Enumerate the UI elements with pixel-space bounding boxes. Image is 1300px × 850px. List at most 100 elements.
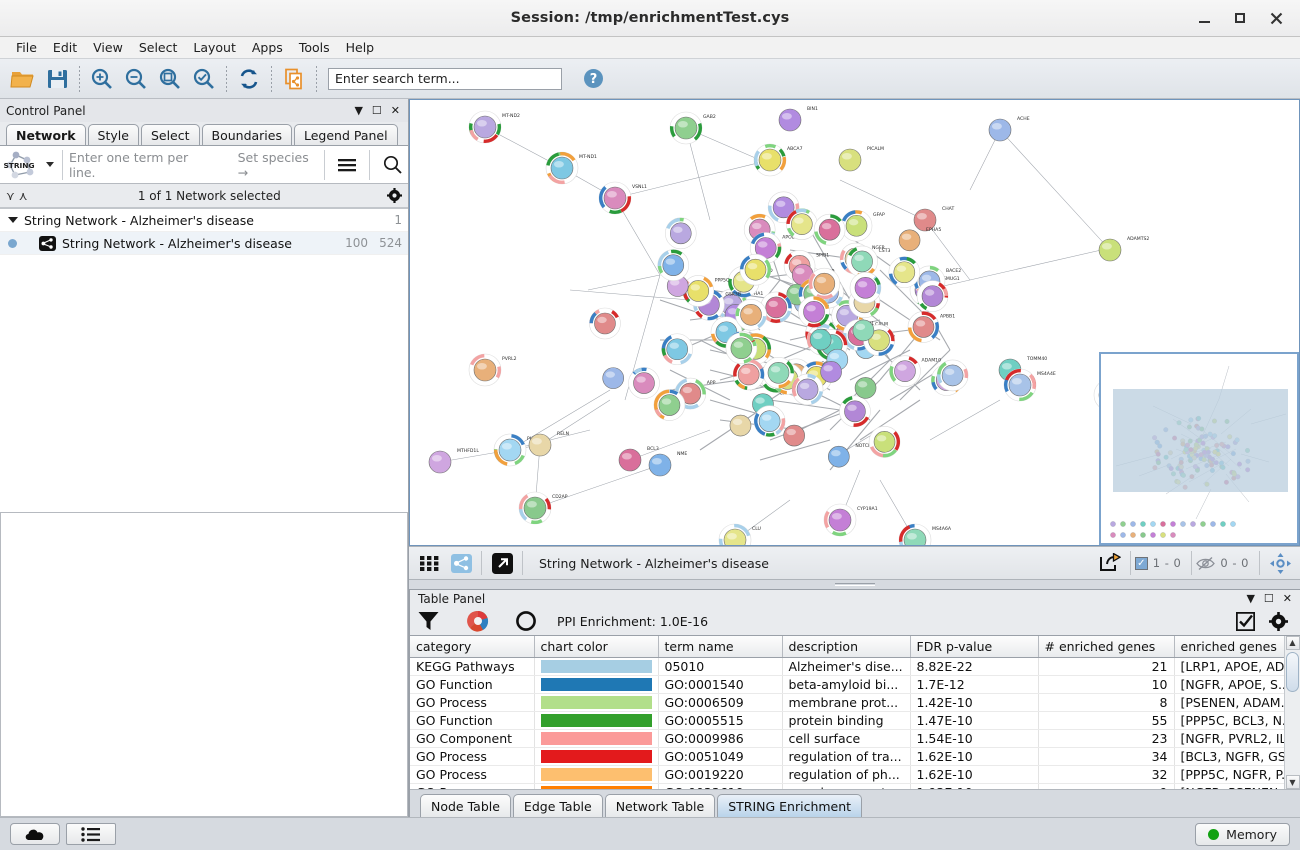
network-view[interactable]: MT-ND2 MT-ND1 VSNL1 GAB2 ABCA7 CHAT ACHE ADAMTS… (409, 99, 1300, 546)
network-node[interactable] (784, 425, 805, 446)
tab-node-table[interactable]: Node Table (420, 794, 511, 817)
network-node[interactable] (869, 426, 900, 457)
hamburger-icon[interactable] (331, 158, 363, 172)
network-node[interactable] (814, 214, 845, 245)
scrollbar-thumb[interactable] (1286, 652, 1299, 692)
tab-select[interactable]: Select (141, 124, 200, 145)
network-node[interactable] (589, 308, 620, 339)
filter-icon[interactable] (418, 611, 439, 631)
network-node[interactable] (763, 357, 794, 388)
tab-edge-table[interactable]: Edge Table (513, 794, 603, 817)
network-node[interactable] (662, 334, 693, 365)
close-icon[interactable] (1258, 3, 1294, 33)
float-panel-icon[interactable]: ☐ (372, 105, 382, 116)
pan-tool-icon[interactable] (1264, 549, 1296, 577)
tree-child-row[interactable]: String Network - Alzheimer's disease 100… (0, 232, 408, 255)
menu-apps[interactable]: Apps (244, 38, 291, 57)
network-node[interactable] (853, 320, 874, 341)
col-term-name[interactable]: term name (658, 636, 782, 658)
panel-splitter[interactable] (409, 580, 1300, 589)
table-row[interactable]: KEGG Pathways 05010 Alzheimer's dise... 8.8… (410, 658, 1284, 676)
gear-icon[interactable] (1269, 612, 1288, 631)
menu-file[interactable]: File (8, 38, 45, 57)
network-node[interactable] (754, 406, 785, 437)
col-enriched-genes[interactable]: enriched genes (1174, 636, 1284, 658)
enrichment-table[interactable]: category chart color term name descripti… (410, 636, 1284, 789)
network-node[interactable] (917, 281, 948, 312)
network-node[interactable] (809, 268, 840, 299)
open-session-icon[interactable] (6, 62, 40, 96)
grid-layout-icon[interactable] (413, 549, 445, 577)
expand-all-icon[interactable]: ⋏ (19, 189, 26, 203)
table-row[interactable]: GO Component GO:0009986 cell surface 1.54E-… (410, 730, 1284, 748)
close-panel-icon[interactable]: ✕ (391, 105, 400, 116)
network-node[interactable] (603, 368, 624, 389)
gear-icon[interactable] (387, 188, 402, 203)
zoom-out-icon[interactable] (119, 62, 153, 96)
minimize-icon[interactable] (1186, 3, 1222, 33)
menu-select[interactable]: Select (131, 38, 186, 57)
network-node[interactable] (850, 272, 881, 303)
tab-legend-panel[interactable]: Legend Panel (294, 124, 398, 145)
menu-help[interactable]: Help (338, 38, 383, 57)
menu-view[interactable]: View (85, 38, 131, 57)
zoom-fit-selected-icon[interactable] (153, 62, 187, 96)
birds-eye-selection-rect[interactable] (1113, 389, 1288, 492)
select-all-icon[interactable] (1236, 612, 1255, 631)
network-node[interactable] (628, 368, 659, 399)
detach-view-icon[interactable] (486, 549, 518, 577)
network-node[interactable] (839, 396, 870, 427)
tab-boundaries[interactable]: Boundaries (202, 124, 292, 145)
tab-network[interactable]: Network (6, 124, 86, 145)
table-row[interactable]: GO Process GO:0051049 regulation of tra...… (410, 748, 1284, 766)
col-enriched-count[interactable]: # enriched genes (1038, 636, 1174, 658)
cloud-icon[interactable] (10, 823, 60, 845)
scroll-down-icon[interactable]: ▼ (1286, 775, 1300, 789)
table-row[interactable]: GO Function GO:0001540 beta-amyloid bi... 1… (410, 676, 1284, 694)
table-row[interactable]: GO Process GO:0019220 regulation of ph... 1… (410, 766, 1284, 784)
string-network-icon[interactable] (445, 549, 477, 577)
network-node[interactable] (937, 360, 968, 391)
save-session-icon[interactable] (40, 62, 74, 96)
network-node[interactable] (654, 390, 685, 421)
refresh-icon[interactable] (232, 62, 266, 96)
col-fdr-pvalue[interactable]: FDR p-value (910, 636, 1038, 658)
network-node[interactable] (730, 415, 751, 436)
export-network-icon[interactable] (277, 62, 311, 96)
network-node[interactable] (726, 333, 757, 364)
zoom-in-icon[interactable] (85, 62, 119, 96)
export-image-icon[interactable] (1094, 549, 1126, 577)
scroll-up-icon[interactable]: ▲ (1286, 636, 1300, 650)
string-dropdown-icon[interactable] (46, 162, 56, 167)
set-species-link[interactable]: Set species → (238, 150, 318, 180)
tab-network-table[interactable]: Network Table (605, 794, 716, 817)
collapse-all-icon[interactable]: ⋎ (6, 189, 13, 203)
col-chart-color[interactable]: chart color (534, 636, 658, 658)
search-input[interactable]: Enter search term... (328, 68, 562, 90)
pie-chart-icon[interactable] (467, 610, 489, 632)
network-node[interactable] (792, 374, 823, 405)
memory-status-button[interactable]: Memory (1195, 823, 1290, 846)
network-node[interactable] (889, 257, 920, 288)
network-node[interactable] (740, 254, 771, 285)
chevron-down-icon[interactable]: ▼ (1246, 593, 1254, 604)
network-node[interactable] (736, 299, 767, 330)
tab-style[interactable]: Style (88, 124, 139, 145)
close-panel-icon[interactable]: ✕ (1283, 593, 1292, 604)
help-icon[interactable]: ? (576, 62, 610, 96)
table-vertical-scrollbar[interactable]: ▲ ▼ (1284, 636, 1300, 789)
expand-triangle-icon[interactable] (6, 217, 20, 223)
donut-chart-icon[interactable] (515, 610, 537, 632)
network-node[interactable] (821, 361, 842, 382)
network-node[interactable] (658, 250, 689, 281)
search-icon[interactable] (376, 155, 408, 174)
menu-tools[interactable]: Tools (291, 38, 338, 57)
table-row[interactable]: GO Process GO:0006509 membrane prot... 1.42… (410, 694, 1284, 712)
menu-edit[interactable]: Edit (45, 38, 85, 57)
network-node[interactable] (799, 296, 830, 327)
zoom-fit-network-icon[interactable] (187, 62, 221, 96)
network-node[interactable] (855, 377, 876, 398)
node-selection-icon[interactable]: ✓ (1135, 557, 1148, 570)
menu-layout[interactable]: Layout (185, 38, 244, 57)
col-category[interactable]: category (410, 636, 534, 658)
